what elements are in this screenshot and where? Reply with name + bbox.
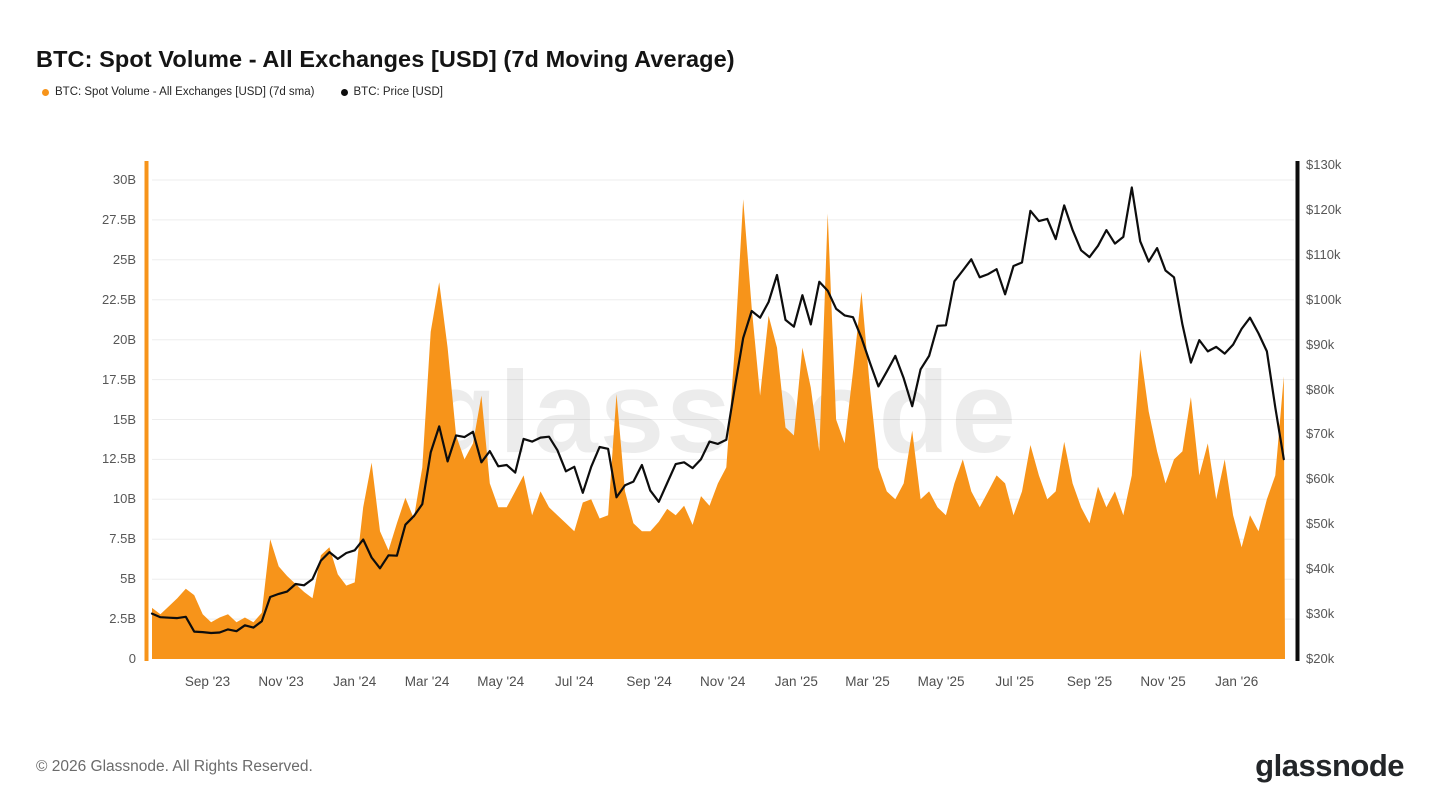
- legend-item-label: BTC: Spot Volume - All Exchanges [USD] (…: [55, 86, 315, 98]
- x-axis-tick: Sep '23: [184, 674, 231, 689]
- y-axis-right-tick: $40k: [1306, 561, 1335, 577]
- x-axis-tick: May '25: [917, 674, 965, 689]
- page-title: BTC: Spot Volume - All Exchanges [USD] (…: [36, 45, 735, 72]
- x-axis-tick: Nov '23: [258, 674, 304, 689]
- y-axis-right-tick: $110k: [1306, 246, 1341, 262]
- y-axis-left-tick: 15B: [112, 411, 136, 427]
- y-axis-left-tick: 25B: [112, 251, 136, 267]
- y-axis-right-tick: $90k: [1306, 336, 1335, 352]
- x-axis-tick: Sep '25: [1066, 674, 1113, 689]
- watermark-text: glassnode: [426, 347, 1018, 477]
- price-legend-dot-icon: [340, 88, 348, 96]
- footer-copyright: © 2026 Glassnode. All Rights Reserved.: [36, 758, 313, 775]
- y-axis-left-tick: 17.5B: [102, 371, 136, 387]
- price-line-series: [150, 186, 1285, 635]
- y-axis-left-tick: 12.5B: [102, 451, 136, 467]
- x-axis-tick: May '24: [477, 674, 525, 689]
- y-axis-right-tick: $100k: [1306, 291, 1342, 307]
- x-axis-tick: Jan '26: [1215, 674, 1259, 689]
- x-axis-tick: Mar '24: [404, 674, 450, 689]
- x-axis-tick: Sep '24: [626, 674, 672, 689]
- x-axis-tick: Jul '25: [995, 674, 1034, 689]
- y-axis-right-tick: $20k: [1306, 651, 1335, 666]
- chart-legend: BTC: Spot Volume - All Exchanges [USD] (…: [42, 86, 443, 98]
- y-axis-right-tick: $120k: [1306, 201, 1342, 217]
- x-axis-tick: Mar '25: [845, 674, 890, 689]
- volume-legend-dot-icon: [42, 88, 49, 96]
- glassnode-logo: glassnode: [1255, 748, 1404, 783]
- y-axis-left-tick: 2.5B: [109, 611, 136, 627]
- legend-item-price[interactable]: BTC: Price [USD]: [340, 86, 443, 98]
- chart-series: [150, 186, 1285, 659]
- y-axis-right-tick: $50k: [1306, 516, 1335, 532]
- x-axis-tick: Nov '25: [1140, 674, 1186, 689]
- y-axis-left-tick: 30B: [112, 172, 136, 187]
- y-axis-right-tick: $60k: [1306, 471, 1335, 487]
- axis-lines: [144, 161, 1300, 661]
- y-axis-left-tick: 22.5B: [102, 291, 136, 307]
- y-axis-left-tick: 10B: [112, 491, 136, 507]
- y-axis-right-tick: $130k: [1306, 157, 1342, 172]
- volume-area-series: [152, 199, 1285, 659]
- y-axis-left-tick: 7.5B: [109, 531, 136, 547]
- x-axis-tick: Nov '24: [700, 674, 746, 689]
- legend-item-label: BTC: Price [USD]: [353, 86, 443, 98]
- y-axis-right-tick: $30k: [1306, 606, 1335, 622]
- y-axis-left-tick: 27.5B: [102, 211, 136, 227]
- y-axis-right-tick: $70k: [1306, 426, 1335, 442]
- y-axis-left-tick: 20B: [112, 331, 136, 347]
- y-axis-left-tick: 5B: [120, 571, 136, 587]
- x-axis-tick: Jan '25: [774, 674, 818, 689]
- legend-item-spot-volume[interactable]: BTC: Spot Volume - All Exchanges [USD] (…: [42, 86, 315, 98]
- x-axis-tick: Jan '24: [333, 674, 377, 689]
- x-axis-tick: Jul '24: [554, 674, 594, 689]
- y-axis-right-tick: $80k: [1306, 381, 1335, 397]
- y-axis-left-tick: 0: [128, 651, 136, 666]
